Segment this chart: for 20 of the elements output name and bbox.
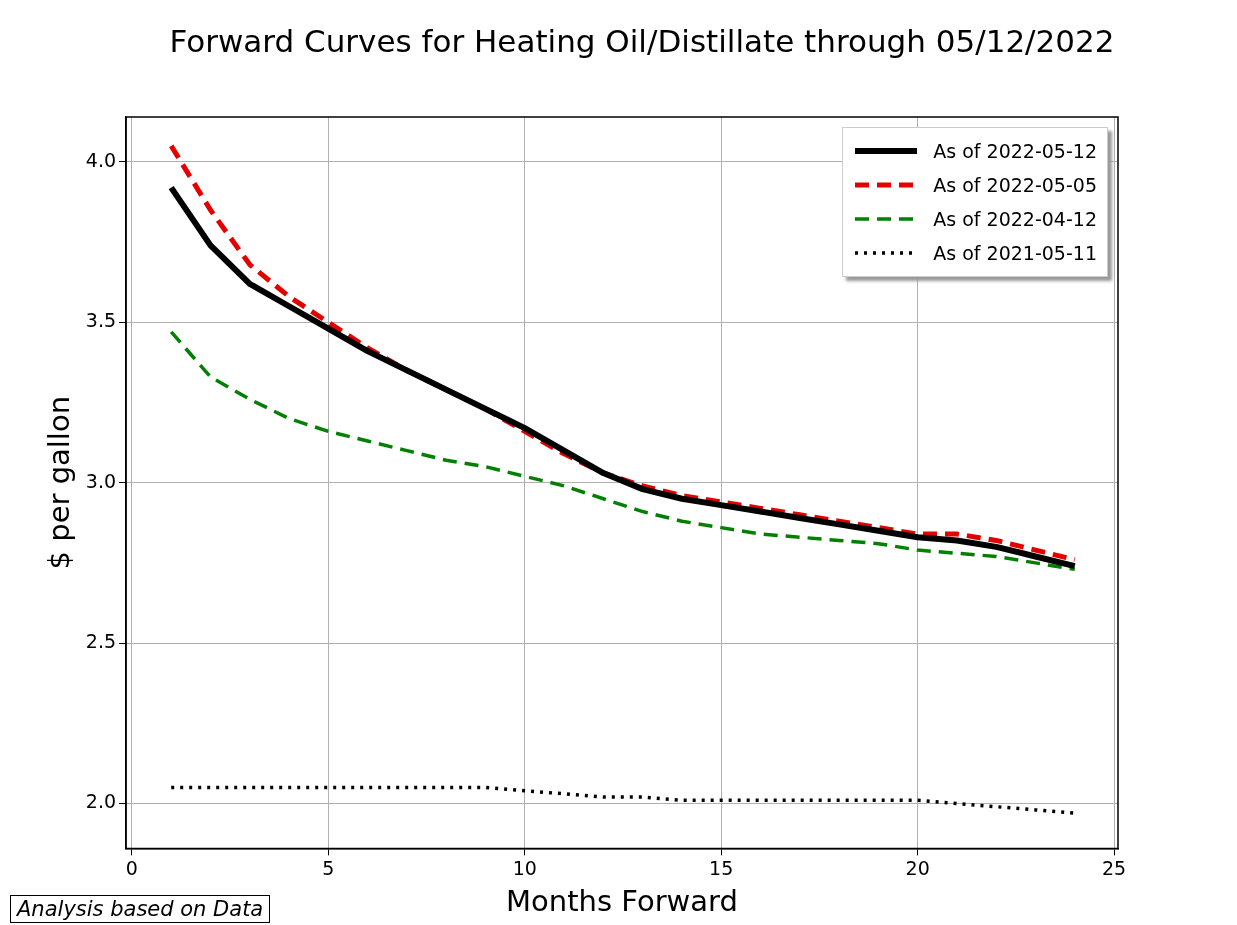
text: Analysis based on Data <box>10 895 271 923</box>
x-tick-label: 20 <box>905 856 930 879</box>
y-tick-label: 3.0 <box>85 469 117 492</box>
y-tick-label: 2.0 <box>85 790 117 813</box>
legend-label: As of 2022-04-12 <box>933 208 1097 230</box>
y-tick-label: 2.5 <box>85 630 117 653</box>
legend-label: As of 2022-05-05 <box>933 174 1097 196</box>
x-tick-label: 25 <box>1101 856 1127 879</box>
line-series <box>169 330 1077 572</box>
y-axis-title: $ per gallon <box>41 395 76 570</box>
x-tick-label: 10 <box>512 856 537 879</box>
legend-label: As of 2021-05-11 <box>933 242 1097 264</box>
y-tick-label: 4.0 <box>85 148 117 171</box>
x-tick-label: 5 <box>322 856 335 879</box>
x-tick-label: 0 <box>125 856 138 879</box>
x-axis-title: Months Forward <box>506 884 738 919</box>
y-tick-label: 3.5 <box>85 309 117 332</box>
legend-label: As of 2022-05-12 <box>933 140 1097 162</box>
chart-title: Forward Curves for Heating Oil/Distillate through 05/12/2022 <box>168 22 1116 60</box>
x-tick-label: 15 <box>709 856 734 879</box>
